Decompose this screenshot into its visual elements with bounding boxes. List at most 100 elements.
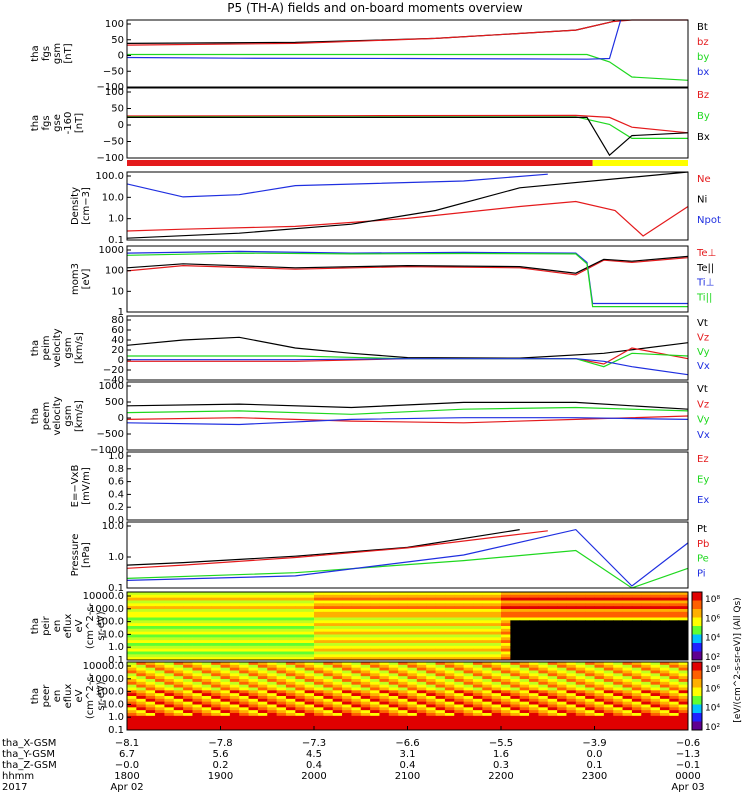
spectrogram-cell bbox=[314, 673, 324, 677]
spectrogram-cell bbox=[678, 645, 689, 650]
spectrogram-cell bbox=[183, 620, 193, 624]
spectrogram-cell bbox=[585, 687, 595, 691]
spectrogram-cell bbox=[491, 609, 502, 613]
spectrogram-cell bbox=[192, 698, 203, 703]
spectrogram-cell bbox=[173, 727, 184, 731]
y-tick-label: 1.0 bbox=[108, 552, 124, 563]
spectrogram-cell bbox=[463, 651, 474, 655]
spectrogram-cell bbox=[388, 704, 399, 708]
y-tick-label: 0.6 bbox=[108, 477, 124, 488]
spectrogram-cell bbox=[538, 713, 549, 717]
spectrogram-cell bbox=[257, 704, 268, 708]
spectrogram-cell bbox=[566, 715, 577, 720]
spectrogram-cell bbox=[173, 704, 184, 708]
spectrogram-cell bbox=[472, 718, 483, 722]
spectrogram-cell bbox=[603, 724, 614, 728]
series-line-te bbox=[126, 255, 689, 274]
spectrogram-cell bbox=[267, 657, 278, 661]
legend-entry: Vz bbox=[697, 399, 709, 410]
spectrogram-cell bbox=[678, 676, 689, 680]
spectrogram-cell bbox=[127, 698, 137, 703]
spectrogram-cell bbox=[472, 662, 483, 666]
spectrogram-cell bbox=[566, 614, 577, 618]
spectrogram-cell bbox=[201, 626, 212, 630]
spectrogram-cell bbox=[519, 657, 530, 661]
spectrogram-cell bbox=[257, 600, 268, 604]
axis-table-row-label: tha_Z-GSM bbox=[2, 760, 57, 771]
spectrogram-cell bbox=[538, 715, 549, 720]
spectrogram-cell bbox=[641, 664, 652, 669]
spectrogram-cell bbox=[379, 670, 390, 674]
spectrogram-cell bbox=[557, 628, 567, 633]
spectrogram-cell bbox=[192, 662, 203, 666]
spectrogram-cell bbox=[575, 634, 586, 638]
spectrogram-cell bbox=[201, 701, 212, 705]
spectrogram-cell bbox=[192, 721, 203, 725]
spectrogram-cell bbox=[304, 628, 315, 633]
spectrogram-cell bbox=[314, 654, 324, 658]
spectrogram-cell bbox=[407, 693, 418, 697]
spectrogram-cell bbox=[173, 609, 184, 613]
spectrogram-cell bbox=[659, 634, 670, 638]
spectrogram-cell bbox=[398, 628, 408, 633]
spectrogram-cell bbox=[211, 667, 221, 671]
spectrogram-cell bbox=[220, 662, 231, 666]
spectrogram-cell bbox=[435, 637, 446, 641]
spectrogram-cell bbox=[631, 654, 642, 658]
spectrogram-cell bbox=[454, 631, 465, 635]
spectrogram-cell bbox=[519, 634, 530, 638]
spectrogram-cell bbox=[342, 611, 352, 616]
spectrogram-cell bbox=[136, 704, 147, 708]
spectrogram-cell bbox=[631, 698, 642, 703]
spectrogram-cell bbox=[379, 721, 390, 725]
spectrogram-cell bbox=[201, 597, 212, 601]
spectrogram-cell bbox=[342, 657, 352, 661]
spectrogram-cell bbox=[603, 667, 614, 671]
spectrogram-cell bbox=[631, 634, 642, 638]
spectrogram-cell bbox=[547, 626, 558, 630]
spectrogram-cell bbox=[594, 696, 605, 700]
spectrogram-cell bbox=[211, 651, 221, 655]
spectrogram-cell bbox=[613, 651, 624, 655]
series-line-pe bbox=[126, 549, 689, 589]
spectrogram-cell bbox=[566, 718, 577, 722]
spectrogram-cell bbox=[295, 609, 306, 613]
spectrogram-cell bbox=[659, 600, 670, 604]
spectrogram-cell bbox=[229, 631, 240, 635]
spectrogram-cell bbox=[192, 611, 203, 616]
spectrogram-cell bbox=[248, 657, 259, 661]
spectrogram-cell bbox=[557, 637, 567, 641]
spectrogram-cell bbox=[491, 676, 502, 680]
spectrogram-cell bbox=[267, 648, 278, 652]
spectrogram-cell bbox=[435, 609, 446, 613]
spectrogram-cell bbox=[435, 696, 446, 700]
spectrogram-cell bbox=[398, 670, 408, 674]
spectrogram-cell bbox=[463, 640, 474, 644]
spectrogram-cell bbox=[529, 626, 539, 630]
spectrogram-cell bbox=[501, 710, 511, 714]
spectrogram-cell bbox=[201, 611, 212, 616]
spectrogram-cell bbox=[155, 670, 165, 674]
spectrogram-cell bbox=[173, 592, 184, 596]
spectrogram-cell bbox=[145, 667, 156, 671]
spectrogram-cell bbox=[304, 648, 315, 652]
spectrogram-cell bbox=[388, 611, 399, 616]
spectrogram-cell bbox=[173, 667, 184, 671]
spectrogram-cell bbox=[267, 679, 278, 683]
spectrogram-cell bbox=[426, 681, 437, 686]
spectrogram-cell bbox=[622, 611, 633, 616]
colorbar-segment bbox=[692, 617, 702, 627]
spectrogram-cell bbox=[454, 597, 465, 601]
spectrogram-cell bbox=[454, 594, 465, 599]
spectrogram-cell bbox=[173, 600, 184, 604]
spectrogram-cell bbox=[454, 664, 465, 669]
spectrogram-cell bbox=[211, 634, 221, 638]
spectrogram-cell bbox=[351, 710, 362, 714]
spectrogram-cell bbox=[192, 628, 203, 633]
spectrogram-cell bbox=[435, 594, 446, 599]
spectrogram-cell bbox=[407, 631, 418, 635]
spectrogram-cell bbox=[472, 724, 483, 728]
spectrogram-cell bbox=[538, 603, 549, 607]
spectrogram-cell bbox=[557, 600, 567, 604]
